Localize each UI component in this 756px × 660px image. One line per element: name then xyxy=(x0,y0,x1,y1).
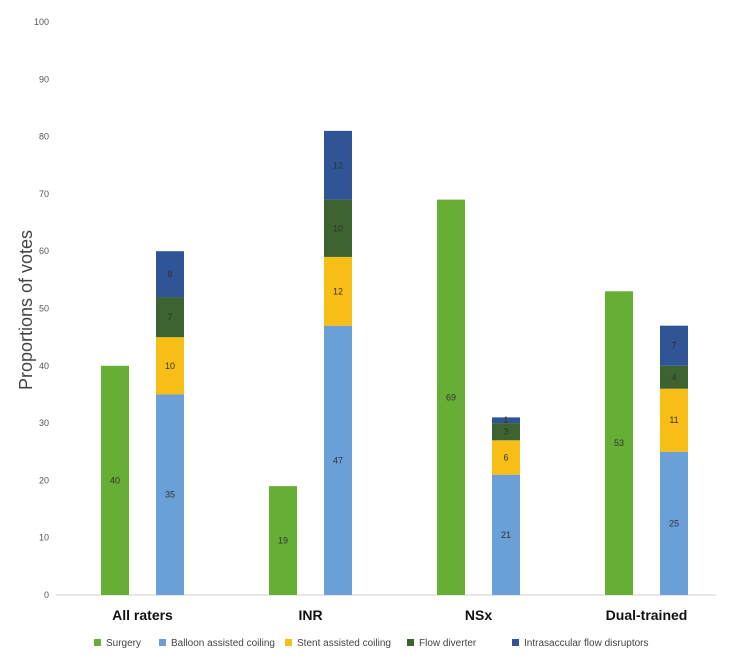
category-label: NSx xyxy=(465,607,492,623)
bar-segment-stent-assisted-coiling xyxy=(156,337,184,395)
data-label: 7 xyxy=(671,341,676,351)
data-label: 69 xyxy=(446,392,456,402)
bar-segment-balloon-assisted-coiling xyxy=(324,325,352,595)
data-label: 10 xyxy=(333,223,343,233)
data-label: 1 xyxy=(503,415,508,425)
category-label: Dual-trained xyxy=(606,607,688,623)
category-label: All raters xyxy=(112,607,173,623)
bar-segment-intrasaccular-flow-disruptors xyxy=(156,251,184,298)
category-label: INR xyxy=(298,607,322,623)
data-label: 11 xyxy=(669,415,678,425)
bar-segment-stent-assisted-coiling xyxy=(492,440,520,475)
data-label: 25 xyxy=(669,518,679,528)
data-label: 40 xyxy=(110,475,120,485)
legend-swatch xyxy=(512,639,519,646)
bar-segment-intrasaccular-flow-disruptors xyxy=(660,325,688,366)
y-tick-label: 60 xyxy=(39,246,49,256)
bar-surgery xyxy=(437,199,465,595)
legend-label: Stent assisted coiling xyxy=(297,638,391,649)
y-tick-label: 70 xyxy=(39,189,49,199)
y-tick-label: 20 xyxy=(39,475,49,485)
x-axis-labels: All raters INR NSx Dual-trained xyxy=(112,607,687,623)
data-label: 3 xyxy=(503,427,508,437)
data-label: 10 xyxy=(165,361,175,371)
data-label: 21 xyxy=(501,530,511,540)
y-tick-label: 50 xyxy=(39,304,49,314)
legend-swatch xyxy=(407,639,414,646)
legend-label: Balloon assisted coiling xyxy=(171,638,275,649)
data-label: 12 xyxy=(333,286,343,296)
y-tick-label: 30 xyxy=(39,418,49,428)
legend-swatch xyxy=(94,639,101,646)
legend-swatch xyxy=(159,639,166,646)
bar-segment-balloon-assisted-coiling xyxy=(156,394,184,595)
bar-surgery xyxy=(101,365,129,595)
bar-surgery xyxy=(605,291,633,595)
y-tick-label: 90 xyxy=(39,74,49,84)
legend: Surgery Balloon assisted coiling Stent ass… xyxy=(94,638,649,649)
data-label: 19 xyxy=(278,536,288,546)
bars xyxy=(101,130,688,595)
data-label: 47 xyxy=(333,455,343,465)
y-tick-label: 10 xyxy=(39,533,49,543)
bar-segment-stent-assisted-coiling xyxy=(324,256,352,326)
data-label: 12 xyxy=(333,160,343,170)
legend-label: Surgery xyxy=(106,638,141,649)
y-axis-ticks: 0 10 20 30 40 50 60 70 80 90 100 xyxy=(34,17,49,600)
legend-label: Flow diverter xyxy=(419,638,477,649)
bar-segment-intrasaccular-flow-disruptors xyxy=(492,417,520,424)
data-label: 53 xyxy=(614,438,624,448)
y-tick-label: 100 xyxy=(34,17,49,27)
y-tick-label: 40 xyxy=(39,361,49,371)
bar-segment-flow-diverter xyxy=(492,423,520,441)
y-tick-label: 0 xyxy=(44,590,49,600)
y-tick-label: 80 xyxy=(39,132,49,142)
data-label: 7 xyxy=(167,312,172,322)
data-label: 6 xyxy=(503,452,508,462)
data-label: 4 xyxy=(671,372,676,382)
bar-segment-balloon-assisted-coiling xyxy=(492,474,520,595)
bar-segment-intrasaccular-flow-disruptors xyxy=(324,130,352,200)
bar-surgery xyxy=(269,486,297,595)
legend-label: Intrasaccular flow disruptors xyxy=(524,638,649,649)
data-label: 35 xyxy=(165,490,175,500)
y-axis-title: Proportions of votes xyxy=(16,230,36,390)
legend-swatch xyxy=(285,639,292,646)
bar-segment-balloon-assisted-coiling xyxy=(660,451,688,595)
bar-segment-flow-diverter xyxy=(324,199,352,257)
bar-segment-flow-diverter xyxy=(156,297,184,338)
bar-segment-stent-assisted-coiling xyxy=(660,388,688,452)
data-label: 8 xyxy=(167,269,172,279)
bar-segment-flow-diverter xyxy=(660,365,688,389)
